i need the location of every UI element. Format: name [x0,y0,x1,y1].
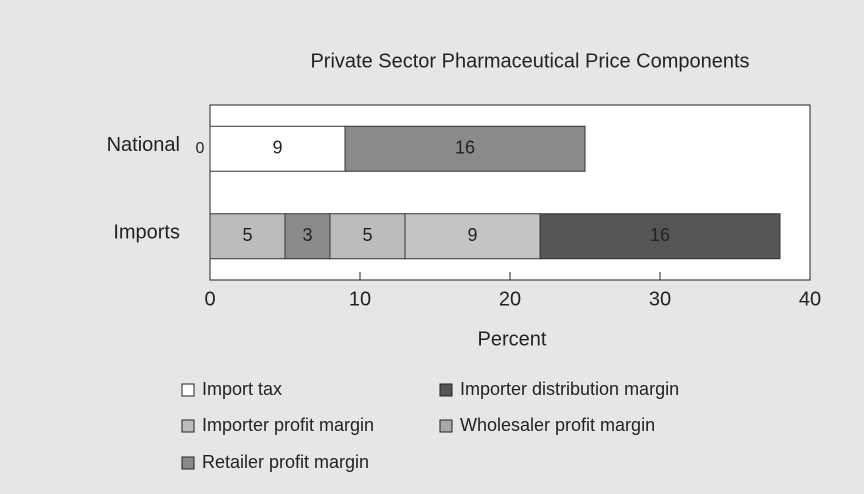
x-tick-label: 10 [349,288,371,310]
chart-title: Private Sector Pharmaceutical Price Comp… [310,50,749,72]
legend-swatch [181,419,195,433]
x-tick-label: 30 [649,288,671,310]
x-tick-label: 0 [204,288,215,310]
bar-segment [344,125,586,172]
data-label: 0 [196,140,205,157]
data-label: 9 [272,138,282,158]
bar-segment [404,213,541,260]
legend-swatch [181,456,195,470]
legend-label: Import tax [202,379,282,399]
x-axis-label: Percent [478,328,547,350]
legend-swatch [439,383,453,397]
data-label: 9 [467,225,477,245]
bar-segment [539,213,781,260]
category-label: National [107,134,180,156]
data-label: 3 [302,225,312,245]
data-label: 5 [242,225,252,245]
data-label: 16 [455,138,475,158]
legend-label: Importer profit margin [202,415,374,435]
bar-segment [329,213,406,260]
data-label: 16 [650,225,670,245]
category-label: Imports [113,222,180,244]
x-tick-label: 40 [799,288,821,310]
legend-label: Importer distribution margin [460,379,679,399]
legend-swatch [439,419,453,433]
legend-label: Wholesaler profit margin [460,415,655,435]
legend-label: Retailer profit margin [202,452,369,472]
x-tick-label: 20 [499,288,521,310]
bar-segment [209,125,346,172]
data-label: 5 [362,225,372,245]
legend-swatch [181,383,195,397]
